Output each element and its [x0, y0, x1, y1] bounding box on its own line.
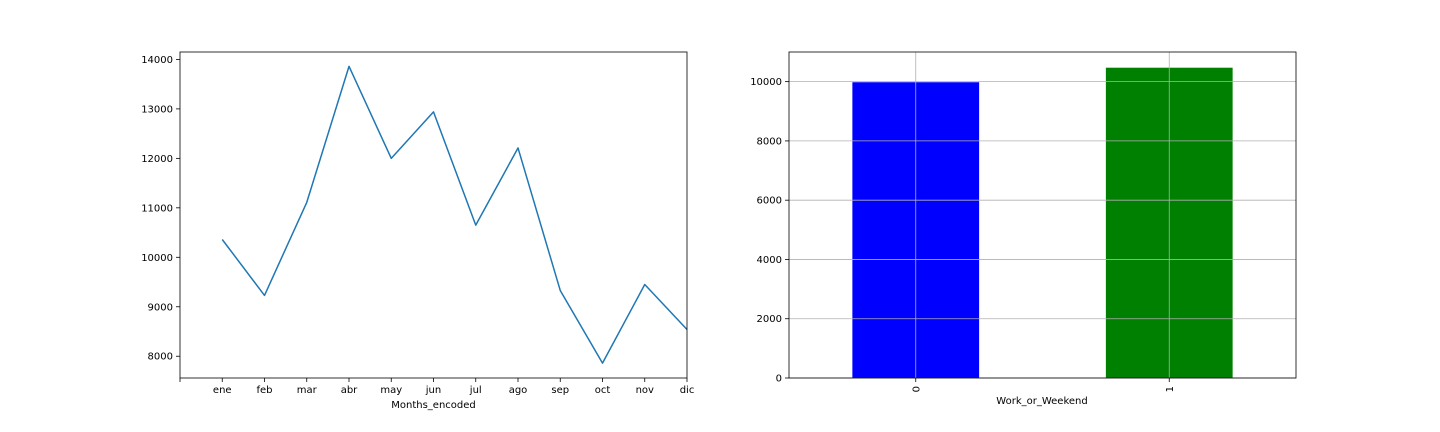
line-chart-x-axis-title: Months_encoded — [391, 400, 476, 411]
bar-chart-x-axis-title: Work_or_Weekend — [996, 396, 1087, 407]
line-chart-x-tick-label: feb — [256, 385, 272, 396]
bar-chart-y-tick-label: 10000 — [750, 77, 782, 88]
line-chart-x-tick-label: ago — [509, 385, 528, 396]
bar-chart-frame — [788, 51, 1297, 379]
line-chart-y-tick-label: 14000 — [141, 55, 173, 66]
line-chart-x-tick-label: ene — [213, 385, 232, 396]
line-chart-x-tick-label: nov — [636, 385, 654, 396]
line-chart-plot-area — [180, 52, 687, 378]
line-chart-x-tick-label: oct — [595, 385, 611, 396]
line-chart-x-tick-label: dic — [680, 385, 695, 396]
line-chart-x-tick-label: mar — [297, 385, 318, 396]
line-chart-y-tick-label: 13000 — [141, 104, 173, 115]
bar-chart-y-tick-label: 0 — [776, 374, 782, 385]
line-series — [221, 65, 688, 364]
bar-chart: 0 2000 4000 6000 8000 10000 0 1 Work_or_Weeken… — [750, 51, 1297, 407]
line-chart-y-tick-label: 8000 — [148, 352, 173, 363]
bar-chart-x-tick-label: 1 — [1165, 386, 1176, 392]
bar-chart-y-tick-label: 8000 — [757, 136, 782, 147]
line-chart-x-tick-label: abr — [341, 385, 358, 396]
line-chart-y-tick-label: 11000 — [141, 203, 173, 214]
line-chart-y-tick-label: 9000 — [148, 302, 173, 313]
line-chart-y-tick-label: 10000 — [141, 253, 173, 264]
line-chart-y-tick-label: 12000 — [141, 154, 173, 165]
line-chart-x-tick-label: sep — [551, 385, 569, 396]
bar-chart-y-tick-label: 6000 — [757, 196, 782, 207]
line-chart-x-tick-label: jun — [425, 385, 441, 396]
bar-chart-y-tick-label: 4000 — [757, 255, 782, 266]
line-chart-x-tick-label: jul — [469, 385, 482, 396]
line-chart-x-tick-label: may — [380, 385, 402, 396]
line-chart: 8000 9000 10000 11000 12000 13000 14000 ene feb… — [141, 51, 695, 411]
bar-chart-x-tick-label: 0 — [911, 386, 922, 392]
bar-chart-y-tick-label: 2000 — [757, 314, 782, 325]
